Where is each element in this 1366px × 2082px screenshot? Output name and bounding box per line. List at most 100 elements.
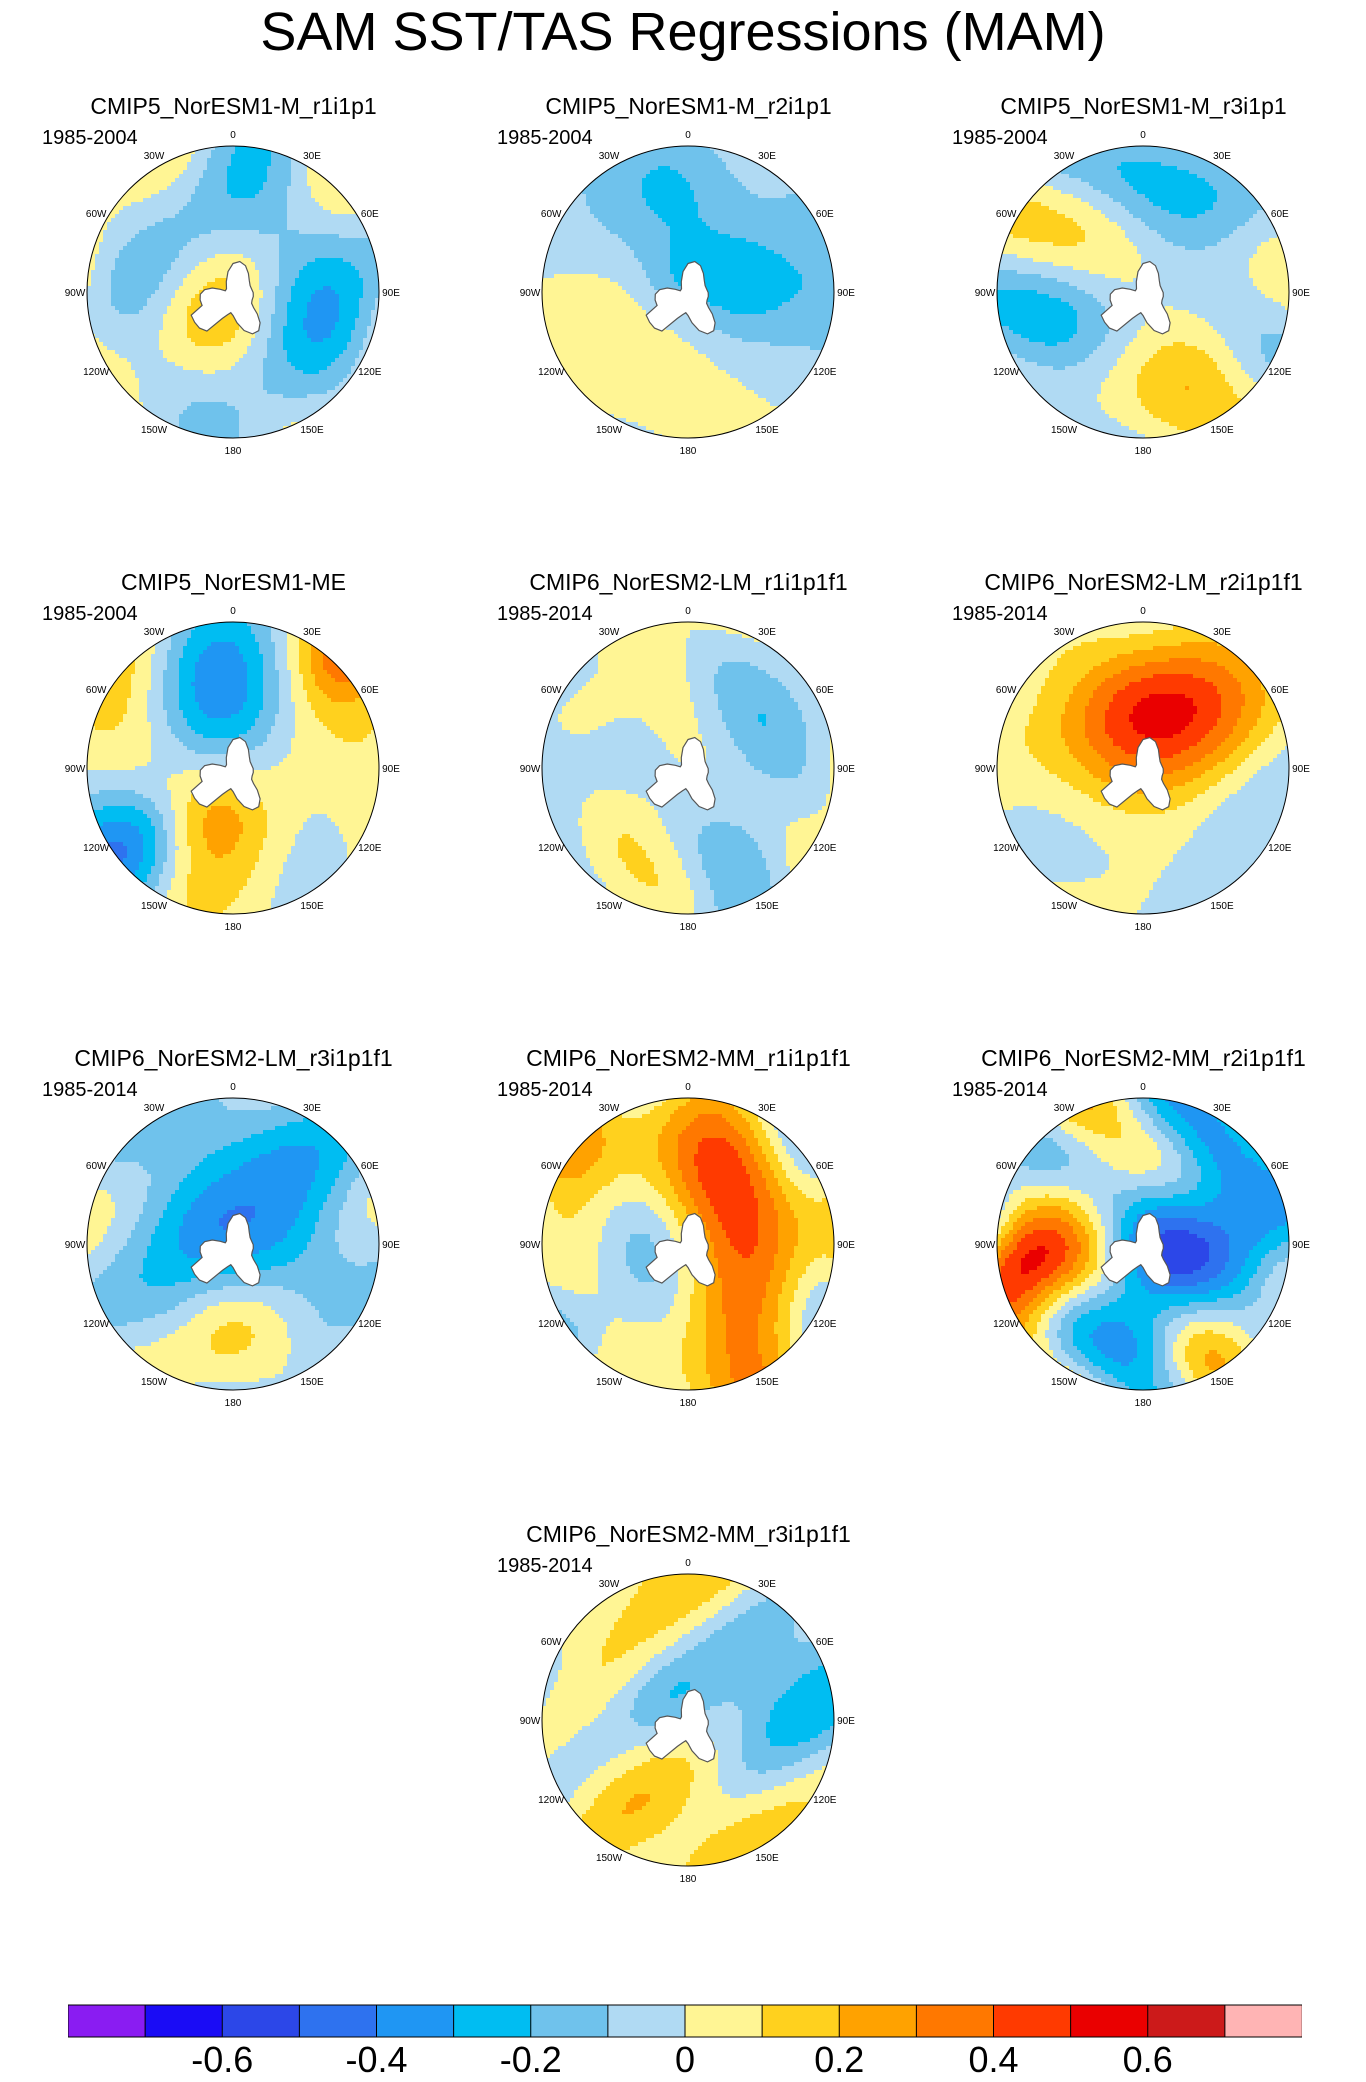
longitude-label: 0 (230, 606, 236, 617)
map-panel: CMIP5_NorESM1-M_r3i1p1 1985-2004 0 30E 60E… (916, 92, 1366, 562)
longitude-label: 60W (86, 209, 107, 220)
colorbar-label: 0.2 (814, 2040, 864, 2080)
longitude-label: 90W (520, 1716, 541, 1727)
panel-title: CMIP5_NorESM1-M_r3i1p1 (916, 92, 1366, 120)
antarctica-outline (190, 1212, 261, 1287)
longitude-label: 60E (361, 685, 379, 696)
longitude-label: 0 (1140, 130, 1146, 141)
longitude-label: 180 (1135, 922, 1152, 933)
antarctica-outline (645, 736, 716, 811)
longitude-label: 30E (1213, 627, 1231, 638)
map-panel: CMIP5_NorESM1-ME 1985-2004 0 30E 60E 90E 120… (6, 568, 461, 1038)
longitude-label: 120E (813, 1795, 837, 1806)
map-panel: CMIP5_NorESM1-M_r1i1p1 1985-2004 0 30E 60E… (6, 92, 461, 562)
longitude-label: 90E (837, 1240, 855, 1251)
longitude-label: 150W (141, 425, 168, 436)
panel-period: 1985-2004 (42, 126, 138, 150)
longitude-label: 150W (596, 425, 623, 436)
heatmap-field (997, 1098, 1289, 1390)
longitude-label: 90W (65, 764, 86, 775)
longitude-label: 30W (144, 1103, 165, 1114)
figure-title: SAM SST/TAS Regressions (MAM) (0, 2, 1366, 62)
colorbar-bin (68, 2004, 146, 2038)
longitude-label: 90E (837, 1716, 855, 1727)
longitude-label: 60W (541, 1161, 562, 1172)
colorbar-bin (530, 2004, 609, 2038)
longitude-label: 120W (538, 1319, 565, 1330)
longitude-label: 0 (1140, 1082, 1146, 1093)
colorbar-bin (1224, 2004, 1302, 2038)
longitude-label: 90W (975, 288, 996, 299)
longitude-label: 60W (996, 1161, 1017, 1172)
map-boundary (996, 1097, 1290, 1391)
longitude-label: 0 (1140, 606, 1146, 617)
longitude-label: 120W (538, 843, 565, 854)
longitude-label: 30W (599, 1103, 620, 1114)
longitude-label: 150W (1051, 901, 1078, 912)
longitude-label: 150W (596, 1853, 623, 1864)
polar-map: 0 30E 60E 90E 120E 150E 180 150W 120W 90W 60W 30W (975, 130, 1311, 457)
longitude-label: 120E (813, 843, 837, 854)
panel-title: CMIP5_NorESM1-ME (6, 568, 461, 596)
colorbar-bin (993, 2004, 1072, 2038)
polar-map: 0 30E 60E 90E 120E 150E 180 150W 120W 90W 60W 30W (520, 130, 856, 457)
longitude-label: 150W (596, 901, 623, 912)
map-panel: CMIP6_NorESM2-MM_r3i1p1f1 1985-2014 0 30E… (461, 1520, 916, 1990)
colorbar (68, 2004, 1302, 2038)
longitude-label: 120W (83, 843, 110, 854)
longitude-label: 90W (975, 764, 996, 775)
map-boundary (996, 621, 1290, 915)
longitude-label: 150W (141, 901, 168, 912)
longitude-label: 30E (1213, 151, 1231, 162)
longitude-label: 120E (358, 1319, 382, 1330)
longitude-label: 0 (685, 606, 691, 617)
longitude-label: 30E (303, 627, 321, 638)
panel-title: CMIP6_NorESM2-LM_r2i1p1f1 (916, 568, 1366, 596)
panel-title: CMIP5_NorESM1-M_r2i1p1 (461, 92, 916, 120)
longitude-label: 90E (837, 764, 855, 775)
map-panel: CMIP5_NorESM1-M_r2i1p1 1985-2004 0 30E 60E… (461, 92, 916, 562)
longitude-label: 150E (300, 1377, 324, 1388)
heatmap-field (997, 622, 1289, 914)
longitude-label: 120W (83, 1319, 110, 1330)
longitude-label: 30E (758, 1103, 776, 1114)
longitude-label: 60W (541, 209, 562, 220)
longitude-label: 90E (837, 288, 855, 299)
panel-period: 1985-2014 (497, 1554, 593, 1578)
longitude-label: 30W (599, 627, 620, 638)
longitude-label: 120E (813, 367, 837, 378)
colorbar-bin (376, 2004, 455, 2038)
panel-period: 1985-2004 (42, 602, 138, 626)
panel-period: 1985-2014 (952, 1078, 1048, 1102)
colorbar-bin (144, 2004, 224, 2038)
longitude-label: 120E (1268, 367, 1292, 378)
longitude-label: 150E (1210, 901, 1234, 912)
panel-period: 1985-2014 (952, 602, 1048, 626)
map-boundary (86, 145, 380, 439)
longitude-label: 60E (361, 1161, 379, 1172)
map-boundary (86, 621, 380, 915)
longitude-label: 120W (538, 367, 565, 378)
map-boundary (541, 1097, 835, 1391)
longitude-label: 90W (65, 1240, 86, 1251)
longitude-label: 30E (758, 627, 776, 638)
longitude-label: 90W (65, 288, 86, 299)
longitude-label: 120W (993, 1319, 1020, 1330)
polar-map: 0 30E 60E 90E 120E 150E 180 150W 120W 90W 60W 30W (975, 1082, 1311, 1409)
longitude-label: 180 (680, 1874, 697, 1885)
antarctica-outline (645, 260, 716, 335)
longitude-label: 60E (816, 685, 834, 696)
panel-title: CMIP6_NorESM2-MM_r3i1p1f1 (461, 1520, 916, 1548)
map-boundary (996, 145, 1290, 439)
longitude-label: 120E (813, 1319, 837, 1330)
longitude-label: 30E (303, 1103, 321, 1114)
longitude-label: 180 (680, 922, 697, 933)
antarctica-outline (1100, 736, 1171, 811)
longitude-label: 90W (975, 1240, 996, 1251)
antarctica-outline (645, 1212, 716, 1287)
longitude-label: 120W (83, 367, 110, 378)
longitude-label: 30W (1054, 151, 1075, 162)
colorbar-bin (1147, 2004, 1226, 2038)
polar-map: 0 30E 60E 90E 120E 150E 180 150W 120W 90W 60W 30W (520, 1082, 856, 1409)
longitude-label: 60W (996, 209, 1017, 220)
